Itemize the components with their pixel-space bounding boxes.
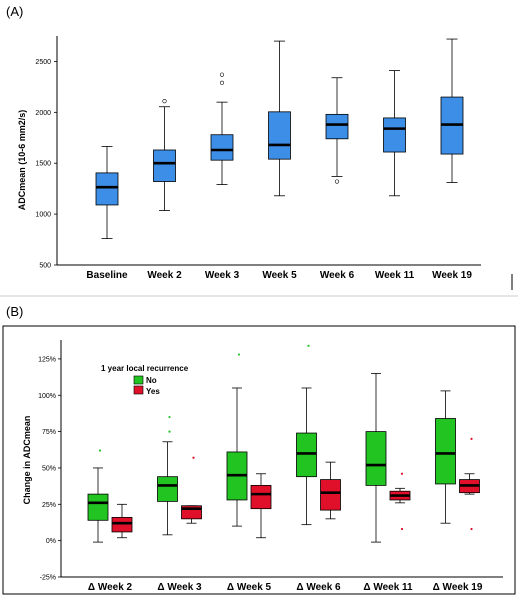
- legend-swatch-no: [133, 375, 144, 385]
- panel-b-y-tick-label-3: 50%: [42, 465, 56, 472]
- panel-a-x-tick-label-5: Week 11: [375, 270, 415, 281]
- panel-b-no-3-outlier-0: [307, 344, 310, 347]
- legend-title: 1 year local recurrence: [101, 364, 189, 373]
- panel-a-y-tick-label-3: 2000: [35, 110, 51, 117]
- panel-b-no-2-outlier-0: [237, 353, 241, 356]
- legend-label-no: No: [146, 376, 157, 385]
- panel-a-4-box: [325, 113, 349, 140]
- panel-a-x-tick-label-0: Baseline: [86, 270, 128, 281]
- panel-a-4-outlier-0: [334, 179, 340, 184]
- panel-b-x-tick-label-2: Δ Week 5: [227, 582, 272, 593]
- panel-b-yes-3-box: [320, 479, 341, 511]
- panel-b-y-tick-label-1: 0%: [46, 538, 56, 545]
- panel-a-5-box: [383, 117, 406, 153]
- panel-b-x-tick-label-4: Δ Week 11: [363, 582, 413, 593]
- panel-b-no-4-box: [365, 431, 387, 486]
- panel-b-x-tick-label-3: Δ Week 6: [296, 582, 341, 593]
- panel-b-no-3-box: [296, 432, 317, 478]
- panel-a-3-box: [268, 111, 291, 160]
- panel-b-yes-5-outlier-0: [470, 527, 473, 531]
- panel-a-label: (A): [6, 4, 23, 19]
- panel-b-x-tick-label-0: Δ Week 2: [88, 582, 133, 593]
- panel-b-no-0-outlier-0: [98, 449, 102, 452]
- panel-b-yes-5-outlier-1: [470, 437, 473, 440]
- panel-a-0-box: [95, 172, 119, 206]
- panel-a-x-tick-label-2: Week 3: [205, 270, 240, 281]
- panel-b-no-0-box: [87, 493, 109, 521]
- panel-b-yes-1-outlier-0: [192, 456, 195, 459]
- panel-b-border: [2, 325, 516, 595]
- panel-a-plot: 500 1000 1500 2000 2500 Baseline Week 2 Week 3 W…: [35, 38, 472, 281]
- panel-b-y-tick-label-2: 25%: [42, 502, 56, 509]
- panel-b-no-1-box: [157, 476, 178, 502]
- panel-a-x-tick-label-3: Week 5: [262, 270, 297, 281]
- panel-b-y-tick-label-5: 100%: [38, 393, 56, 400]
- panel-b-y-axis-title: Change in ADCmean: [22, 416, 32, 505]
- panel-b-plot: -25% 0% 25% 50% 75% 100% 125% Δ Week 2 Δ Week 3 Δ…: [38, 344, 483, 593]
- panel-a-y-tick-label-2: 1500: [35, 161, 51, 168]
- panel-a-y-axis-title: ADCmean (10-6 mm2/s): [17, 110, 27, 211]
- panel-a-1-outlier-0: [162, 99, 167, 104]
- panel-a-x-tick-label-1: Week 2: [147, 270, 182, 281]
- panel-b-y-tick-label-4: 75%: [42, 429, 56, 436]
- panel-b-x-tick-label-1: Δ Week 3: [157, 582, 202, 593]
- panel-b-no-1-outlier-1: [168, 415, 171, 419]
- panel-b-label: (B): [6, 304, 23, 319]
- panel-a-x-tick-label-4: Week 6: [320, 270, 355, 281]
- panel-b-y-tick-label-6: 125%: [38, 356, 56, 363]
- legend: 1 year local recurrence No Yes: [101, 364, 189, 396]
- panel-b-no-5-box: [435, 418, 456, 485]
- panel-b-yes-2-box: [250, 484, 272, 510]
- panel-a-y-tick-label-1: 1000: [35, 212, 51, 219]
- panel-a-2-box: [210, 134, 234, 161]
- legend-label-yes: Yes: [146, 387, 160, 396]
- panel-b-no-1-outlier-0: [168, 430, 171, 433]
- panel-a-x-tick-label-6: Week 19: [432, 270, 472, 281]
- panel-a-1-box: [153, 149, 176, 182]
- panel-a-2-outlier-0: [219, 80, 225, 85]
- panel-b-yes-4-outlier-0: [400, 527, 404, 531]
- panel-a-y-tick-label-0: 500: [39, 263, 51, 270]
- panel-b-yes-4-outlier-1: [400, 472, 404, 475]
- panel-a-2-outlier-1: [219, 72, 225, 77]
- panel-a-y-tick-label-4: 2500: [35, 59, 51, 66]
- panel-b-yes-0-box: [111, 516, 133, 533]
- legend-swatch-yes: [133, 385, 144, 395]
- panel-b-x-tick-label-5: Δ Week 19: [433, 582, 483, 593]
- panel-b-y-tick-label-0: -25%: [40, 575, 56, 582]
